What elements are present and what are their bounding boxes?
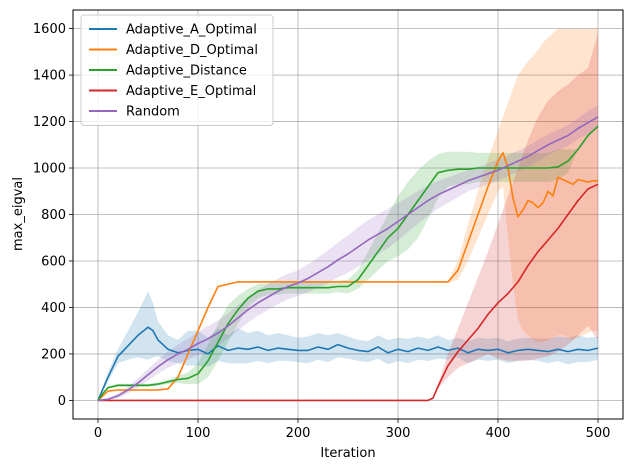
line-adaptive-d-optimal [97, 152, 598, 401]
x-axis-ticks: 0 100 200 300 400 500 [94, 419, 611, 441]
y-tick-label: 0 [58, 394, 66, 409]
legend-box [80, 14, 274, 126]
band-adaptive-e-optimal [98, 33, 598, 401]
line-adaptive-e-optimal [98, 183, 599, 402]
band-adaptive-a-optimal [98, 291, 598, 401]
y-tick-label: 800 [41, 208, 66, 223]
grid-lines [73, 10, 623, 419]
line-adaptive-a-optimal [97, 326, 599, 401]
y-tick-label: 600 [41, 254, 66, 269]
legend-label-random: Random [126, 105, 180, 120]
y-tick-label: 1000 [33, 162, 66, 177]
x-tick-label: 400 [486, 426, 511, 441]
y-axis-ticks: 0 200 400 600 800 1000 1200 1400 1600 [33, 22, 73, 409]
band-adaptive-d-optimal [98, 28, 598, 401]
y-tick-label: 200 [41, 347, 66, 362]
series-lines [97, 116, 599, 402]
y-tick-label: 1600 [33, 22, 66, 37]
legend-label-adaptive-e-optimal: Adaptive_E_Optimal [126, 84, 256, 99]
legend: Adaptive_A_Optimal Adaptive_D_Optimal Adap… [80, 14, 274, 126]
legend-label-adaptive-a-optimal: Adaptive_A_Optimal [126, 23, 257, 38]
y-axis-label: max_eigval [11, 177, 26, 251]
y-tick-label: 400 [41, 301, 66, 316]
x-tick-label: 300 [386, 426, 411, 441]
x-tick-label: 100 [186, 426, 211, 441]
y-tick-label: 1200 [33, 115, 66, 130]
line-random [97, 116, 599, 402]
x-tick-label: 500 [586, 426, 611, 441]
x-tick-label: 0 [94, 426, 102, 441]
legend-label-adaptive-d-optimal: Adaptive_D_Optimal [126, 43, 258, 58]
legend-label-adaptive-distance: Adaptive_Distance [126, 64, 247, 79]
y-tick-label: 1400 [33, 69, 66, 84]
x-axis-label: Iteration [320, 446, 375, 461]
x-tick-label: 200 [286, 426, 311, 441]
line-adaptive-distance [97, 125, 599, 401]
